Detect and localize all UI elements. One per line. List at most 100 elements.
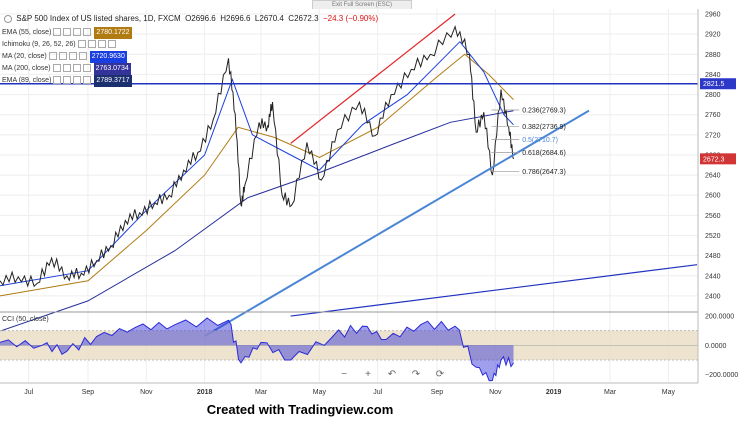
y-tick-label: 2600 xyxy=(705,193,721,200)
y-tick-label: 2480 xyxy=(705,253,721,260)
y-tick-label: 2720 xyxy=(705,132,721,139)
y-tick-label: 2440 xyxy=(705,273,721,280)
fib-level-label: 0.236(2769.3) xyxy=(522,108,566,115)
close-icon[interactable] xyxy=(73,76,82,85)
watermark-caption: Created with Tradingview.com xyxy=(206,402,394,417)
x-tick-label: 2019 xyxy=(546,389,562,396)
legend-row[interactable]: EMA (89, close) 2789.3717 xyxy=(2,75,132,87)
cci-line xyxy=(0,317,514,382)
cci-pane xyxy=(0,317,698,382)
trendline-lower xyxy=(204,109,590,338)
high-value: H2696.6 xyxy=(220,14,251,23)
indicator-value: 2720.9630 xyxy=(89,51,127,63)
x-tick-label: May xyxy=(313,389,327,396)
y-tick-label: 2560 xyxy=(705,213,721,220)
x-tick-label: 2018 xyxy=(197,389,213,396)
y-tick-label: 2840 xyxy=(705,72,721,79)
fib-level-label: 0.5(2710.7) xyxy=(522,137,558,144)
y-tick-label: 2760 xyxy=(705,112,721,119)
cci-tick-label: 0.0000 xyxy=(705,343,727,350)
x-tick-label: May xyxy=(662,389,676,396)
settings-icon[interactable] xyxy=(63,76,72,85)
cci-area xyxy=(0,318,514,381)
x-tick-label: Mar xyxy=(255,389,268,396)
ema55-line xyxy=(0,53,514,297)
close-icon[interactable] xyxy=(72,64,81,73)
minus-icon[interactable]: − xyxy=(341,369,347,380)
eye-icon[interactable] xyxy=(52,64,61,73)
settings-icon[interactable] xyxy=(62,64,71,73)
resistance-badge-bg xyxy=(700,78,736,90)
cci-header[interactable]: CCI (50, close) xyxy=(2,316,49,323)
close-icon[interactable] xyxy=(73,28,82,37)
indicator-label: Ichimoku (9, 26, 52, 26) xyxy=(2,41,76,48)
price-badges: 2821.5 2672.3 xyxy=(700,78,736,165)
series-layer xyxy=(0,24,514,332)
eye-icon[interactable] xyxy=(53,76,62,85)
y-tick-label: 2800 xyxy=(705,92,721,99)
indicator-label: MA (20, close) xyxy=(2,53,47,60)
indicator-label: EMA (55, close) xyxy=(2,29,52,36)
cci-tick-label: 200.0000 xyxy=(705,313,734,320)
close-icon[interactable] xyxy=(68,52,77,61)
x-tick-label: Mar xyxy=(604,389,617,396)
indicator-value: 2780.1722 xyxy=(94,27,132,39)
x-tick-label: Nov xyxy=(140,389,153,396)
x-tick-label: Jul xyxy=(373,389,382,396)
legend-row[interactable]: MA (200, close) 2763.0734 xyxy=(2,63,132,75)
settings-icon[interactable] xyxy=(58,52,67,61)
fib-level-label: 0.786(2647.3) xyxy=(522,169,566,176)
symbol-title[interactable]: S&P 500 Index of US listed shares, 1D, F… xyxy=(16,14,181,23)
more-icon[interactable] xyxy=(83,76,92,85)
low-value: L2670.4 xyxy=(254,14,284,23)
reset-icon[interactable]: ⟳ xyxy=(435,369,445,380)
price-line xyxy=(0,24,514,288)
y-tick-label: 2400 xyxy=(705,293,721,300)
open-value: O2696.6 xyxy=(185,14,216,23)
ma20-line xyxy=(0,40,514,287)
legend-row[interactable]: Ichimoku (9, 26, 52, 26) xyxy=(2,39,132,51)
trendline-long xyxy=(290,264,698,317)
settings-icon[interactable] xyxy=(87,40,96,49)
plus-icon[interactable]: + xyxy=(365,369,371,380)
time-axis: Jul Sep Nov 2018 Mar May Jul Sep Nov 2019 Mar May xyxy=(24,389,675,396)
indicator-label: EMA (89, close) xyxy=(2,77,52,84)
eye-icon[interactable] xyxy=(77,40,86,49)
legend-row[interactable]: MA (20, close) 2720.9630 xyxy=(2,51,132,63)
indicator-value: 2763.0734 xyxy=(93,63,131,75)
fib-level-label: 0.618(2684.6) xyxy=(522,150,566,157)
resistance-badge: 2821.5 xyxy=(703,81,725,88)
y-tick-label: 2880 xyxy=(705,52,721,59)
more-icon[interactable] xyxy=(82,64,91,73)
more-icon[interactable] xyxy=(83,28,92,37)
legend-row[interactable]: EMA (55, close) 2780.1722 xyxy=(2,27,132,39)
x-tick-label: Sep xyxy=(431,389,444,396)
y-tick-label: 2960 xyxy=(705,12,721,19)
forward-icon[interactable]: ↷ xyxy=(411,369,421,380)
indicator-legend: EMA (55, close) 2780.1722 Ichimoku (9, 26,… xyxy=(2,27,132,87)
last-price-badge-bg xyxy=(700,153,736,165)
indicator-label: MA (200, close) xyxy=(2,65,51,72)
close-icon[interactable] xyxy=(97,40,106,49)
cci-tick-label: −200.0000 xyxy=(705,372,738,379)
y-tick-label: 2920 xyxy=(705,32,721,39)
change-value: −24.3 (−0.90%) xyxy=(323,14,379,23)
y-tick-label: 2640 xyxy=(705,173,721,180)
rewind-icon[interactable]: ↶ xyxy=(387,369,397,380)
x-tick-label: Jul xyxy=(24,389,33,396)
more-icon[interactable] xyxy=(78,52,87,61)
more-icon[interactable] xyxy=(107,40,116,49)
collapse-icon[interactable] xyxy=(4,14,12,23)
x-tick-label: Sep xyxy=(82,389,95,396)
eye-icon[interactable] xyxy=(53,28,62,37)
trendline-upper xyxy=(290,13,456,144)
close-value: C2672.3 xyxy=(288,14,319,23)
last-price-badge: 2672.3 xyxy=(703,156,725,163)
eye-icon[interactable] xyxy=(48,52,57,61)
y-tick-label: 2520 xyxy=(705,233,721,240)
fib-level-label: 0.382(2736.9) xyxy=(522,124,566,131)
price-axis: 2400244024802520256026002640268027202760… xyxy=(705,12,738,380)
settings-icon[interactable] xyxy=(63,28,72,37)
ma200-line xyxy=(0,110,514,332)
